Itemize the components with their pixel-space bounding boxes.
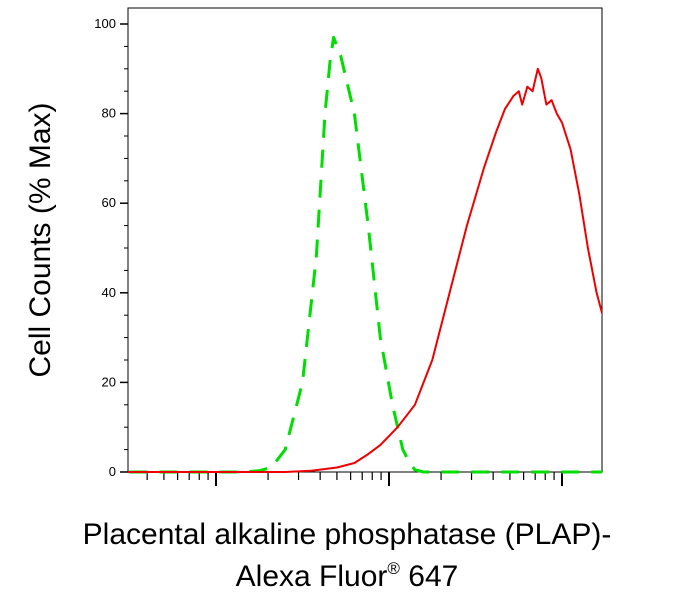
registered-mark: ® [387,559,400,578]
x-axis-title-tail: 647 [399,560,459,593]
series-line-solid [128,67,602,473]
x-axis-title-main: Alexa Fluor [235,560,388,593]
series-layer [128,35,602,474]
y-axis-title: Cell Counts (% Max) [24,102,57,377]
plot-frame [127,7,603,473]
y-tick-label: 20 [102,374,116,389]
series-line-dashed [129,35,602,474]
x-axis-title-line1: Placental alkaline phosphatase (PLAP)- [82,518,612,551]
histogram-chart: 0 20 40 60 80 100 Cell Counts (% Max) [24,7,603,486]
x-axis-ticks [146,472,563,486]
x-axis-title-line2: Alexa Fluor® 647 [0,552,694,594]
y-axis-ticks: 0 20 40 60 80 100 [94,16,128,479]
y-tick-label: 0 [109,464,116,479]
y-tick-label: 80 [102,106,116,121]
y-tick-label: 100 [94,16,116,31]
y-tick-label: 60 [102,195,116,210]
x-axis-title: Placental alkaline phosphatase (PLAP)- A… [0,518,694,594]
y-tick-label: 40 [102,285,116,300]
